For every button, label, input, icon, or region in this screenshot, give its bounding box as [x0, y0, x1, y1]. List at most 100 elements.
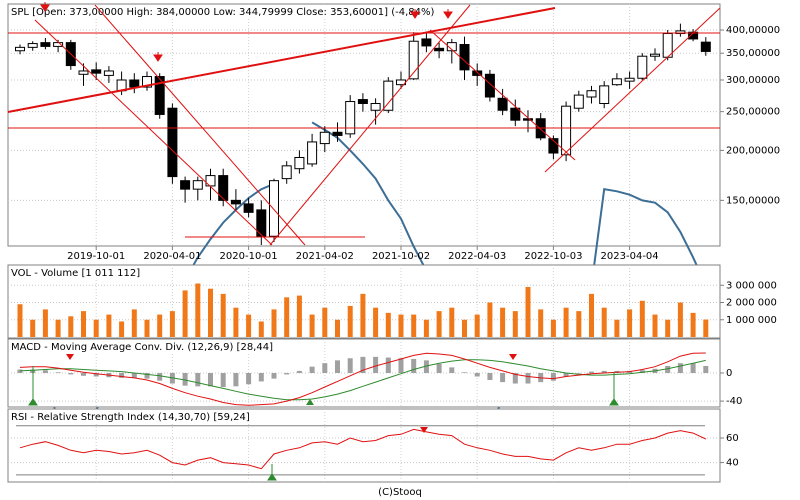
- histogram-bar: [233, 373, 239, 387]
- histogram-bar: [220, 373, 226, 388]
- histogram-bar: [423, 360, 429, 373]
- candle-body: [192, 180, 203, 190]
- volume-bar: [563, 307, 569, 337]
- candle-body: [700, 41, 711, 52]
- volume-bar: [398, 314, 404, 337]
- histogram-bar: [322, 363, 328, 373]
- histogram-bar: [677, 363, 683, 373]
- candle-body: [586, 90, 597, 98]
- volume-bar: [284, 297, 290, 337]
- x-tick-label: 2021-10-02: [372, 251, 430, 262]
- trendline: [544, 7, 721, 173]
- candle-body: [294, 156, 305, 170]
- histogram-bar: [360, 356, 366, 373]
- plots: 150,00000 200,00000 250,00000 300,00000 350,…: [7, 3, 780, 483]
- trendline: [429, 29, 576, 161]
- sell-signal: [509, 354, 517, 360]
- histogram-bar: [309, 366, 315, 373]
- y-tick-label: 3 000 000: [726, 280, 777, 291]
- histogram-bar: [195, 373, 201, 387]
- histogram-bar: [576, 373, 582, 374]
- y-tick-label: 60: [726, 433, 739, 444]
- histogram-bar: [398, 358, 404, 373]
- sell-signal: [443, 9, 453, 19]
- volume-bar: [30, 319, 36, 337]
- volume-bar: [296, 295, 302, 337]
- histogram-bar: [208, 373, 213, 387]
- volume-bar: [169, 311, 175, 337]
- histogram-bar: [284, 373, 290, 375]
- candle-body: [459, 44, 470, 71]
- volume-bar: [195, 283, 201, 337]
- candle-body: [307, 141, 318, 165]
- signal-line: [19, 359, 706, 401]
- candle-body: [573, 94, 584, 109]
- volume-bar: [233, 307, 239, 337]
- histogram-bar: [639, 370, 645, 373]
- panel-title: RSI - Relative Strength Index (14,30,70)…: [11, 412, 250, 423]
- volume-bar: [525, 286, 531, 337]
- volume-bar: [614, 319, 620, 337]
- histogram-bar: [525, 373, 531, 384]
- volume-bar: [385, 312, 391, 337]
- volume-bar: [131, 309, 137, 337]
- volume-bar: [373, 307, 379, 337]
- histogram-bar: [93, 373, 99, 377]
- title-background: [9, 412, 252, 423]
- macd-line: [19, 352, 706, 406]
- candle-body: [345, 101, 356, 135]
- candle-body: [510, 107, 521, 121]
- candle-body: [40, 42, 51, 47]
- volume-bar: [550, 319, 556, 337]
- histogram-bar: [690, 363, 696, 373]
- candle-body: [637, 55, 648, 79]
- volume-bar: [589, 293, 594, 337]
- volume-bar: [271, 309, 277, 337]
- panel-title: MACD - Moving Average Conv. Div. (12,26,…: [11, 342, 273, 353]
- x-tick-label: 2023-04-04: [601, 251, 659, 262]
- sell-signal: [153, 52, 163, 62]
- candle-body: [142, 76, 152, 88]
- candle-body: [497, 97, 508, 111]
- volume-bar: [449, 307, 455, 337]
- histogram-bar: [271, 373, 277, 379]
- volume-bar: [208, 288, 213, 337]
- title-background: [9, 268, 143, 279]
- candle-body: [434, 47, 445, 52]
- buy-signal: [306, 399, 314, 405]
- volume-bar: [690, 312, 696, 337]
- volume-bar: [42, 309, 48, 337]
- buy-signal: [28, 366, 38, 406]
- sell-signal: [40, 2, 50, 12]
- volume-bar: [119, 321, 125, 337]
- sell-signal: [66, 354, 74, 360]
- volume-bar: [322, 307, 328, 337]
- candle-body: [624, 77, 635, 82]
- y-tick-label: 2 000 000: [726, 298, 777, 309]
- volume-bar: [309, 314, 315, 337]
- y-tick-label: 200,00000: [726, 145, 780, 156]
- trendline: [34, 19, 273, 246]
- candle-body: [446, 42, 457, 52]
- volume-bar: [220, 293, 226, 337]
- candle-body: [154, 76, 165, 115]
- title-background: [9, 7, 437, 18]
- candle-body: [599, 85, 610, 105]
- candle-body: [78, 70, 89, 75]
- histogram-bar: [550, 373, 556, 381]
- candle-body: [484, 73, 495, 98]
- volume-bar: [360, 293, 366, 337]
- volume-bar: [411, 314, 417, 337]
- histogram-bar: [296, 370, 302, 373]
- volume-bar: [627, 309, 633, 337]
- histogram-bar: [449, 367, 455, 373]
- volume-bar: [487, 302, 493, 337]
- rsi-line: [19, 428, 707, 470]
- histogram-bar: [411, 358, 417, 373]
- y-tick-label: -40: [726, 396, 742, 407]
- volume-bar: [576, 311, 582, 337]
- histogram-bar: [373, 356, 379, 373]
- panel-title: SPL [Open: 373,00000 High: 384,00000 Low…: [11, 7, 435, 18]
- volume-bar: [652, 314, 658, 337]
